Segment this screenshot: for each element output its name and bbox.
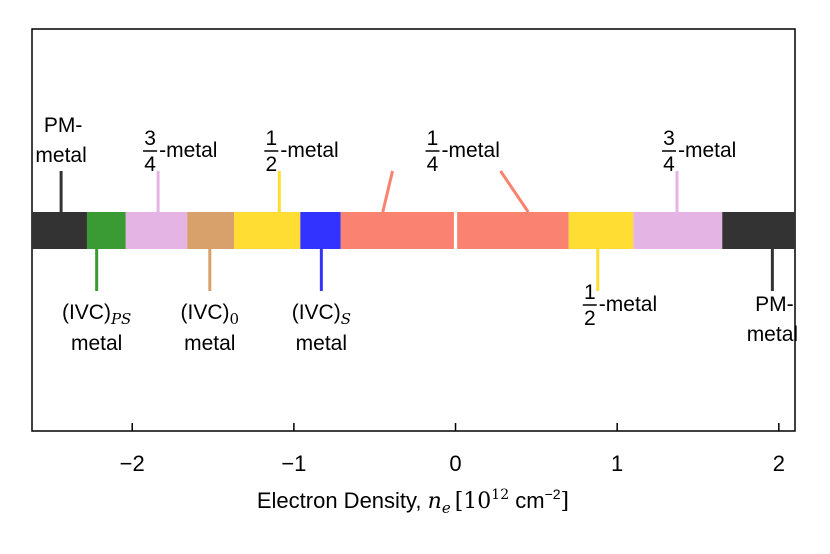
x-tick-label-0: −2 xyxy=(120,451,145,476)
annotation-half-left: 1 2-metal xyxy=(264,127,339,176)
phase-segment-0 xyxy=(32,212,87,249)
x-axis-label: Electron Density, ne [1012 cm−2] xyxy=(257,486,569,517)
annotation-half-right: 1 2-metal xyxy=(582,281,657,330)
fraction-suffix: -metal xyxy=(159,139,217,162)
fraction-numerator: 3 xyxy=(144,127,156,150)
phase-bar xyxy=(32,212,795,249)
phase-name-line2: metal xyxy=(71,332,122,355)
annotation-leaders xyxy=(59,170,774,291)
fraction-denominator: 4 xyxy=(427,153,439,176)
phase-segment-4 xyxy=(234,212,301,249)
x-axis-label-sub: e xyxy=(442,499,451,517)
leader-quarter-left xyxy=(381,170,394,213)
x-axis-ticks: −2 −1 0 1 2 xyxy=(120,423,785,476)
annotation-three-quarter-right: 3 4-metal xyxy=(661,127,736,176)
fraction-denominator: 2 xyxy=(265,153,277,176)
x-axis-label-unit-open: [10 xyxy=(455,489,492,514)
phase-segment-3 xyxy=(187,212,235,249)
annotation-three-quarter-left: 3 4-metal xyxy=(143,127,217,176)
fraction-numerator: 1 xyxy=(584,281,596,304)
x-axis-label-unit-exp2: −2 xyxy=(545,486,561,502)
annotation-pm-left: PM-metal xyxy=(35,114,86,167)
annotation-ivc-ps: (IVC)PS metal xyxy=(62,301,131,355)
phase-name-line1: (IVC)0 xyxy=(181,301,240,328)
fraction-suffix: -metal xyxy=(599,293,657,316)
x-axis-label-text: Electron Density, xyxy=(257,488,428,513)
phase-segment-8 xyxy=(568,212,634,249)
annotation-pm-right: PM-metal xyxy=(747,293,798,346)
phase-name-line2: metal xyxy=(296,332,347,355)
phase-name-line2: metal xyxy=(184,332,235,355)
phase-name-line2: metal xyxy=(747,323,798,346)
phase-segment-5 xyxy=(300,212,341,249)
phase-name-line1: (IVC)PS xyxy=(62,301,131,328)
x-axis-label-unit-exp: 12 xyxy=(491,487,509,503)
x-tick-label-1: −1 xyxy=(281,451,306,476)
annotation-labels: PM-metal34-metal12-metal14-metal34-metal… xyxy=(35,114,798,355)
phase-segment-10 xyxy=(722,212,795,249)
phase-name-line2: metal xyxy=(35,144,86,167)
fraction-denominator: 2 xyxy=(584,307,596,330)
x-axis-label-unit-mid: cm xyxy=(509,488,544,513)
phase-name-line1: PM- xyxy=(755,293,794,316)
phase-segment-2 xyxy=(125,212,188,249)
fraction-numerator: 1 xyxy=(265,127,277,150)
x-tick-label-2: 0 xyxy=(449,451,461,476)
annotation-quarter: 1 4-metal xyxy=(425,127,500,176)
fraction-denominator: 4 xyxy=(144,153,156,176)
fraction-numerator: 3 xyxy=(663,127,675,150)
phase-segment-9 xyxy=(633,212,723,249)
phase-segment-6 xyxy=(340,212,454,249)
leader-quarter-right xyxy=(499,170,530,213)
x-axis-label-unit-close: ] xyxy=(561,489,570,514)
fraction-numerator: 1 xyxy=(427,127,439,150)
annotation-ivc-0: (IVC)0 metal xyxy=(181,301,240,355)
x-tick-label-4: 2 xyxy=(773,451,785,476)
fraction-suffix: -metal xyxy=(280,139,338,162)
phase-segment-7 xyxy=(457,212,569,249)
x-axis-label-var: n xyxy=(428,489,442,514)
fraction-suffix: -metal xyxy=(442,139,500,162)
annotation-ivc-s: (IVC)S metal xyxy=(292,301,351,355)
fraction-suffix: -metal xyxy=(678,139,736,162)
phase-segment-1 xyxy=(86,212,126,249)
fraction-denominator: 4 xyxy=(663,153,675,176)
x-tick-label-3: 1 xyxy=(611,451,623,476)
phase-name-line1: PM- xyxy=(44,114,83,137)
phase-name-line1: (IVC)S xyxy=(292,301,351,328)
